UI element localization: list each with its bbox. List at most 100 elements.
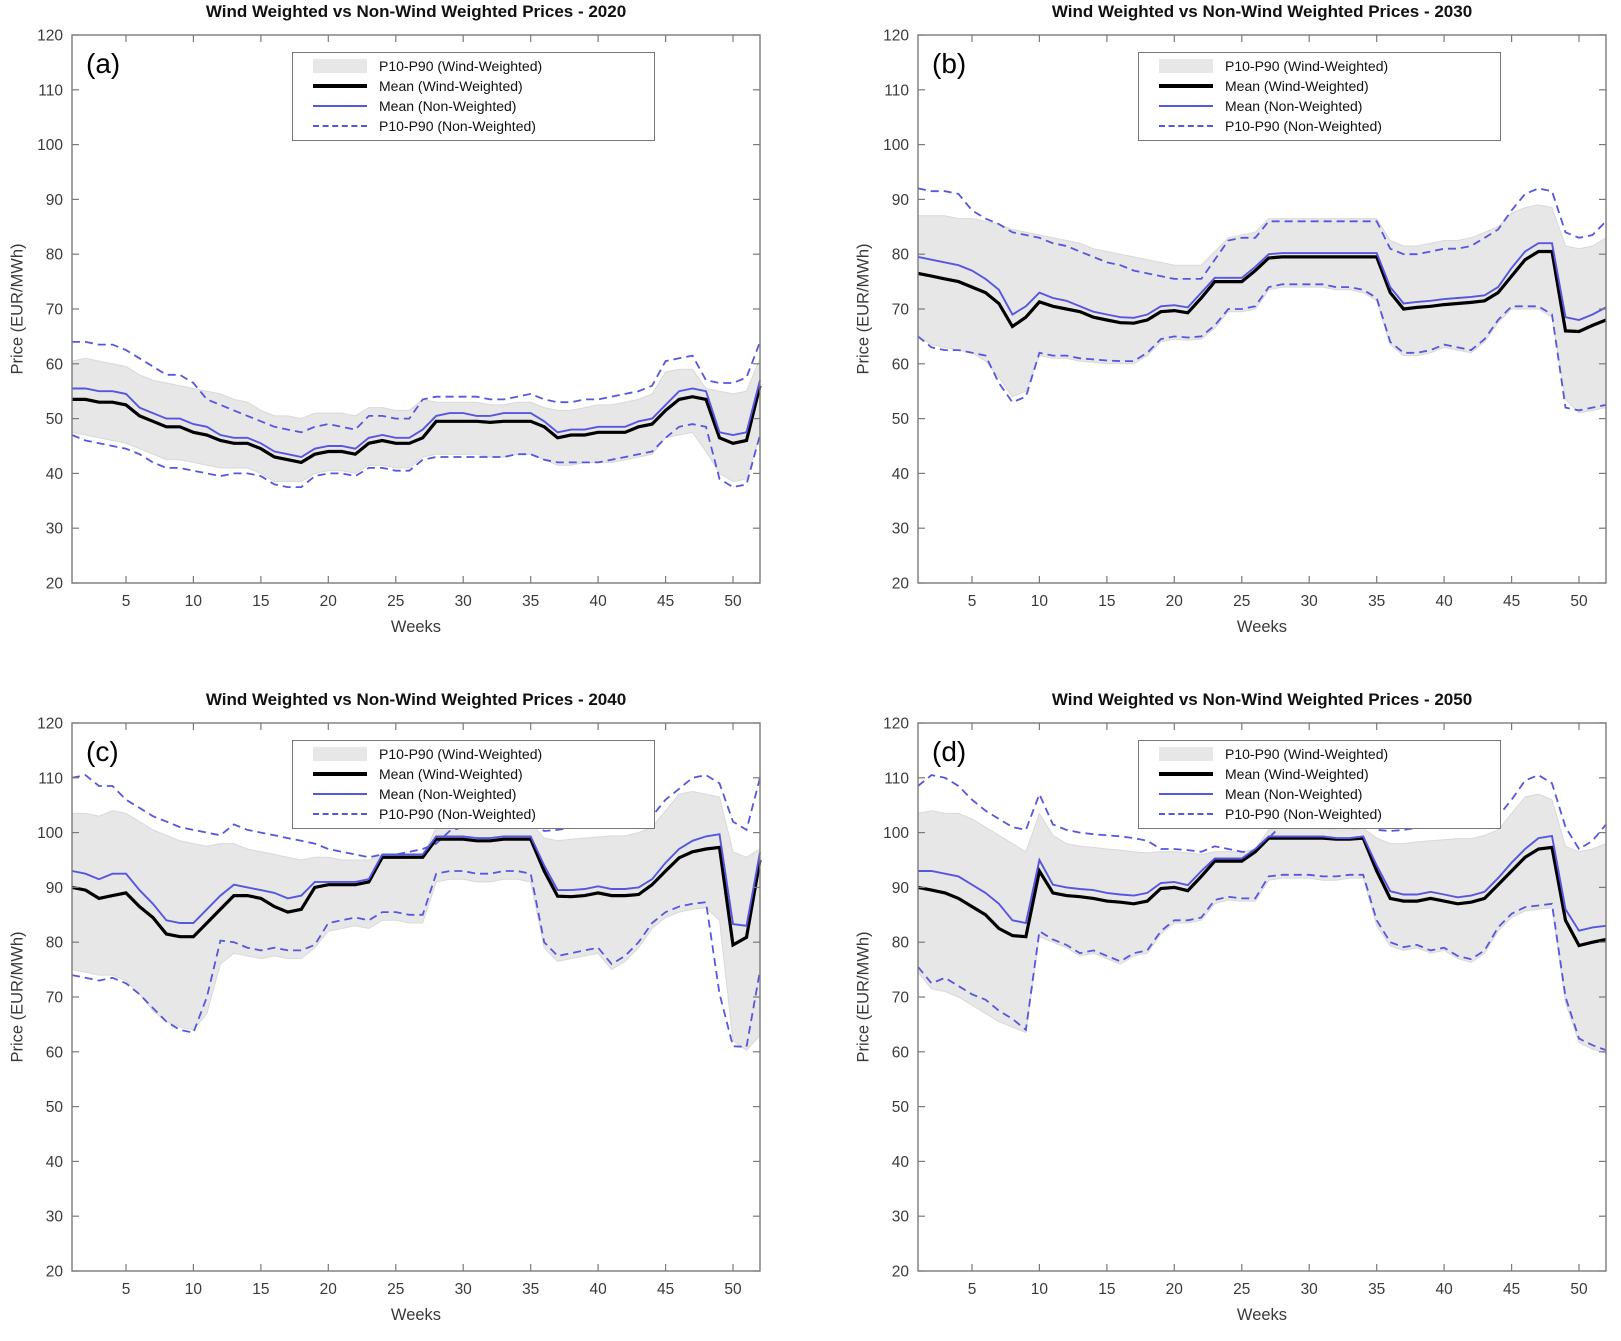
mean-non-weighted-line: [918, 834, 1607, 932]
x-tick-label: 35: [1368, 593, 1385, 610]
legend-item: Mean (Non-Weighted): [293, 96, 654, 116]
legend-item: P10-P90 (Wind-Weighted): [293, 56, 654, 76]
y-tick-label: 60: [46, 1044, 64, 1061]
blue-dashed-swatch: [313, 813, 367, 815]
chart-title-2040: Wind Weighted vs Non-Wind Weighted Price…: [205, 690, 627, 709]
legend-item: P10-P90 (Non-Weighted): [1139, 804, 1500, 824]
y-tick-label: 60: [46, 356, 64, 373]
legend-item: P10-P90 (Non-Weighted): [293, 116, 654, 136]
y-tick-label: 40: [46, 466, 64, 483]
x-tick-label: 25: [1233, 1281, 1250, 1298]
y-tick-label: 30: [46, 1209, 64, 1226]
x-tick-label: 50: [724, 593, 742, 610]
x-tick-label: 25: [387, 593, 404, 610]
y-tick-label: 40: [892, 1154, 910, 1171]
p10-non-weighted-dashed-line: [71, 423, 761, 489]
mean-non-weighted-line: [71, 833, 761, 927]
legend-item: Mean (Wind-Weighted): [293, 76, 654, 96]
blue-line-swatch: [1159, 105, 1213, 107]
y-tick-label: 110: [884, 770, 909, 787]
x-tick-label: 5: [122, 1281, 131, 1298]
legend-label: Mean (Non-Weighted): [379, 786, 517, 802]
panel-letter-d: (d): [932, 736, 967, 767]
y-tick-label: 70: [892, 302, 910, 319]
legend-item: P10-P90 (Wind-Weighted): [1139, 744, 1500, 764]
legend-item: Mean (Non-Weighted): [293, 784, 654, 804]
x-tick-label: 20: [320, 1281, 338, 1298]
x-tick-label: 15: [252, 1281, 269, 1298]
chart-title-2030: Wind Weighted vs Non-Wind Weighted Price…: [1051, 2, 1473, 21]
legend-label: P10-P90 (Wind-Weighted): [1225, 58, 1389, 74]
legend-label: Mean (Wind-Weighted): [1225, 766, 1369, 782]
y-tick-label: 40: [892, 466, 910, 483]
x-tick-label: 50: [724, 1281, 742, 1298]
x-tick-label: 30: [455, 1281, 473, 1298]
x-tick-label: 40: [589, 1281, 607, 1298]
legend: P10-P90 (Wind-Weighted) Mean (Wind-Weigh…: [1138, 740, 1501, 829]
y-tick-label: 100: [37, 825, 63, 842]
y-tick-label: 40: [46, 1154, 64, 1171]
panel-letter-a: (a): [86, 48, 121, 79]
x-tick-label: 45: [657, 1281, 674, 1298]
plot-area-2050: 5 10 15 20 25 30 35 40 45 50 20 30 40 50 60 70 80 90 100 11…: [883, 716, 1607, 1298]
p10-non-weighted-dashed-line: [917, 873, 1607, 1052]
legend-label: P10-P90 (Non-Weighted): [379, 118, 536, 134]
legend-label: Mean (Non-Weighted): [1225, 786, 1363, 802]
y-tick-label: 50: [892, 1099, 910, 1116]
panel-letter-c: (c): [86, 736, 119, 767]
y-tick-label: 30: [46, 521, 64, 538]
y-tick-label: 70: [46, 990, 64, 1007]
p90-non-weighted-dashed-line: [72, 340, 761, 434]
plot-area-2030: 5 10 15 20 25 30 35 40 45 50 20 30 40 50 60 70 80 90 100 11…: [883, 28, 1607, 610]
mean-wind-weighted-line: [917, 836, 1607, 948]
legend-item: P10-P90 (Wind-Weighted): [1139, 56, 1500, 76]
blue-dashed-swatch: [313, 125, 367, 127]
y-tick-label: 60: [892, 356, 910, 373]
y-tick-label: 90: [892, 880, 910, 897]
legend-item: Mean (Wind-Weighted): [293, 764, 654, 784]
x-tick-label: 10: [1031, 593, 1049, 610]
y-tick-label: 60: [892, 1044, 910, 1061]
y-tick-label: 50: [46, 411, 64, 428]
legend: P10-P90 (Wind-Weighted) Mean (Wind-Weigh…: [1138, 52, 1501, 141]
y-tick-label: 120: [883, 716, 909, 733]
y-tick-label: 80: [892, 935, 910, 952]
x-tick-label: 5: [122, 593, 131, 610]
legend-item: P10-P90 (Wind-Weighted): [293, 744, 654, 764]
legend-label: P10-P90 (Non-Weighted): [379, 806, 536, 822]
y-tick-label: 20: [892, 576, 910, 593]
p10-p90-wind-weighted-band: [71, 790, 761, 1051]
y-tick-label: 50: [892, 411, 910, 428]
y-tick-label: 90: [892, 192, 910, 209]
legend-item: Mean (Non-Weighted): [1139, 784, 1500, 804]
legend-item: P10-P90 (Non-Weighted): [1139, 116, 1500, 136]
legend-label: P10-P90 (Wind-Weighted): [1225, 746, 1389, 762]
y-tick-label: 80: [46, 247, 64, 264]
mean-non-weighted-line: [72, 379, 761, 459]
legend-label: P10-P90 (Wind-Weighted): [379, 746, 543, 762]
x-tick-label: 15: [1098, 1281, 1115, 1298]
blue-dashed-swatch: [1159, 125, 1213, 127]
mean-wind-weighted-line: [917, 249, 1607, 334]
x-axis-label: Weeks: [1236, 618, 1288, 636]
legend-label: Mean (Wind-Weighted): [1225, 78, 1369, 94]
legend-label: P10-P90 (Non-Weighted): [1225, 806, 1382, 822]
y-tick-label: 120: [883, 28, 909, 45]
x-tick-label: 50: [1570, 1281, 1588, 1298]
y-tick-label: 120: [37, 28, 63, 45]
x-axis-label: Weeks: [1236, 1306, 1288, 1324]
x-tick-label: 5: [968, 593, 977, 610]
legend-label: P10-P90 (Wind-Weighted): [379, 58, 543, 74]
x-tick-label: 45: [1503, 593, 1520, 610]
y-tick-label: 70: [892, 990, 910, 1007]
y-tick-label: 100: [37, 137, 63, 154]
black-line-swatch: [1159, 84, 1213, 88]
blue-dashed-swatch: [1159, 813, 1213, 815]
y-tick-label: 110: [884, 82, 909, 99]
x-tick-label: 20: [1166, 1281, 1184, 1298]
blue-line-swatch: [1159, 793, 1213, 795]
x-tick-label: 35: [1368, 1281, 1385, 1298]
x-tick-label: 25: [387, 1281, 404, 1298]
x-tick-label: 20: [1166, 593, 1184, 610]
